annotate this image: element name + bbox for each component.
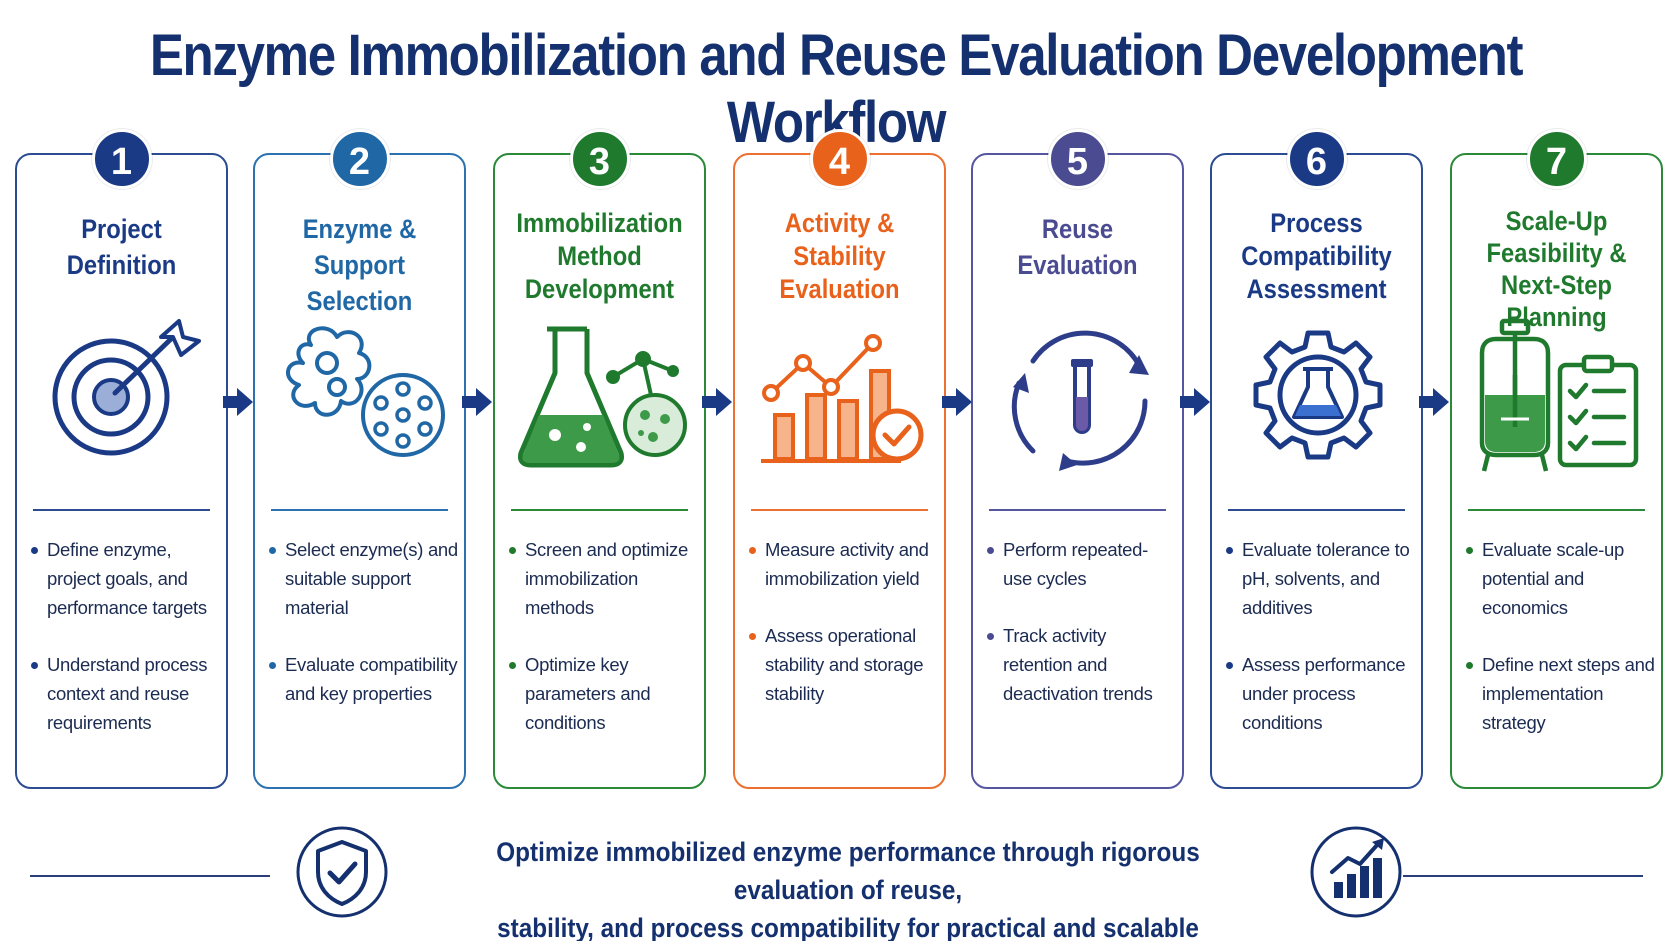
gear-flask-icon [1253, 330, 1383, 460]
stage-title: Scale-Up Feasibility & Next-Step Plannin… [1486, 206, 1627, 332]
bullet-list: Perform repeated-use cycles Track activi… [987, 535, 1176, 736]
flask-molecule-icon [518, 326, 687, 468]
stage-number-badge: 5 [1047, 129, 1108, 189]
stage-card-6: 6 Process Compatibility Assessment Evalu… [1210, 129, 1423, 789]
list-item: Measure activity and immobilization yiel… [749, 535, 938, 593]
stage-card-5: 5 Reuse Evaluation Perform repeated-use … [971, 129, 1184, 789]
recycle-tube-icon [1011, 330, 1149, 471]
stage-title: Project Definition [66, 214, 177, 280]
list-item: Understand process context and reuse req… [31, 650, 220, 737]
stage-number-badge: 2 [329, 129, 390, 189]
list-item: Define enzyme, project goals, and perfor… [31, 535, 220, 622]
stage-card-4: 4 Activity & Stability Evaluation Measur… [733, 129, 946, 789]
stage-number-badge: 7 [1526, 129, 1587, 189]
footer-divider-left [30, 875, 270, 877]
list-item: Evaluate tolerance to pH, solvents, and … [1226, 535, 1415, 622]
list-item: Screen and optimize immobilization metho… [509, 535, 698, 622]
bullet-list: Evaluate scale-up potential and economic… [1466, 535, 1655, 765]
stage-title: Process Compatibility Assessment [1241, 208, 1392, 304]
list-item: Track activity retention and deactivatio… [987, 621, 1176, 708]
stage-card-3: 3 Immobilization Method Development Scre… [493, 129, 706, 789]
chart-check-icon [761, 334, 924, 463]
list-item: Perform repeated-use cycles [987, 535, 1176, 593]
stage-card-7: 7 Scale-Up Feasibility & Next-Step Plann… [1450, 129, 1663, 789]
bullet-list: Evaluate tolerance to pH, solvents, and … [1226, 535, 1415, 765]
list-item: Optimize key parameters and conditions [509, 650, 698, 737]
bullet-list: Measure activity and immobilization yiel… [749, 535, 938, 736]
list-item: Assess performance under process conditi… [1226, 650, 1415, 737]
footer-summary: Optimize immobilized enzyme performance … [496, 837, 1200, 941]
bullet-list: Select enzyme(s) and suitable support ma… [269, 535, 458, 736]
arrow-right-icon [223, 388, 253, 416]
bullet-list: Define enzyme, project goals, and perfor… [31, 535, 220, 765]
list-item: Evaluate scale-up potential and economic… [1466, 535, 1655, 622]
list-item: Evaluate compatibility and key propertie… [269, 650, 458, 708]
divider [33, 509, 210, 511]
list-item: Assess operational stability and storage… [749, 621, 938, 708]
growth-chart-icon [1310, 826, 1402, 918]
divider [989, 509, 1166, 511]
arrow-right-icon [942, 388, 972, 416]
bullet-list: Screen and optimize immobilization metho… [509, 535, 698, 765]
divider [1468, 509, 1645, 511]
arrow-right-icon [1419, 388, 1449, 416]
arrow-right-icon [702, 388, 732, 416]
stage-card-2: 2 Enzyme & Support Selection Select enzy… [253, 129, 466, 789]
stage-number-badge: 6 [1286, 129, 1347, 189]
list-item: Define next steps and implementation str… [1466, 650, 1655, 737]
arrow-right-icon [1180, 388, 1210, 416]
stage-title: Immobilization Method Development [516, 208, 683, 304]
list-item: Select enzyme(s) and suitable support ma… [269, 535, 458, 622]
divider [271, 509, 448, 511]
stage-title: Enzyme & Support Selection [302, 214, 417, 316]
divider [1228, 509, 1405, 511]
stage-number-badge: 1 [91, 129, 152, 189]
divider [751, 509, 928, 511]
page-title: Enzyme Immobilization and Reuse Evaluati… [149, 23, 1524, 155]
reactor-checklist-icon [1479, 318, 1639, 472]
target-arrow-icon [52, 319, 201, 456]
divider [511, 509, 688, 511]
stage-title: Activity & Stability Evaluation [779, 208, 900, 304]
stage-number-badge: 3 [569, 129, 630, 189]
arrow-right-icon [462, 388, 492, 416]
enzyme-support-icon [286, 326, 445, 457]
shield-check-icon [296, 826, 388, 918]
stage-title: Reuse Evaluation [1017, 214, 1138, 280]
stage-card-1: 1 Project Definition Define enzyme, proj… [15, 129, 228, 789]
footer-divider-right [1403, 875, 1643, 877]
stage-number-badge: 4 [809, 129, 870, 189]
